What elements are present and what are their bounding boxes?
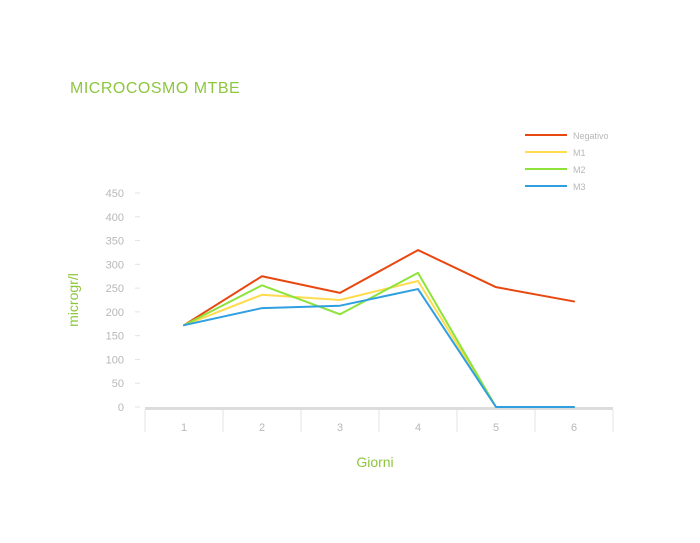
series-line-m1 — [183, 279, 575, 408]
x-tick-label: 2 — [259, 422, 265, 434]
y-tick-label: 450 — [106, 188, 124, 200]
series-lines — [183, 249, 575, 408]
series-line-m3 — [183, 288, 575, 408]
y-axis: 0 50 100 150 200 250 300 350 400 450 — [106, 188, 140, 414]
x-tick-label: 5 — [493, 422, 499, 434]
y-tick-label: 50 — [112, 378, 124, 390]
series-line-m2 — [183, 271, 575, 408]
x-tick-label: 6 — [571, 422, 577, 434]
legend-label: M1 — [573, 148, 586, 158]
legend-label: M3 — [573, 182, 586, 192]
y-tick-label: 0 — [118, 402, 124, 414]
legend: Negativo M1 M2 M3 — [525, 131, 609, 192]
x-tick-label: 4 — [415, 422, 421, 434]
x-axis: 1 2 3 4 5 6 — [144, 407, 614, 434]
legend-label: M2 — [573, 165, 586, 175]
y-axis-label: microgr/l — [65, 273, 81, 327]
y-tick-label: 350 — [106, 236, 124, 248]
x-tick-label: 3 — [337, 422, 343, 434]
y-tick-label: 400 — [106, 212, 124, 224]
y-tick-label: 250 — [106, 283, 124, 295]
y-tick-label: 100 — [106, 354, 124, 366]
chart-title: MICROCOSMO MTBE — [70, 80, 240, 97]
x-tick-label: 1 — [181, 422, 187, 434]
x-axis-label: Giorni — [356, 454, 393, 470]
y-tick-label: 150 — [106, 331, 124, 343]
y-tick-label: 300 — [106, 259, 124, 271]
y-tick-label: 200 — [106, 307, 124, 319]
x-axis-baseline — [145, 407, 613, 410]
legend-label: Negativo — [573, 131, 609, 141]
series-line-negativo — [183, 249, 575, 327]
